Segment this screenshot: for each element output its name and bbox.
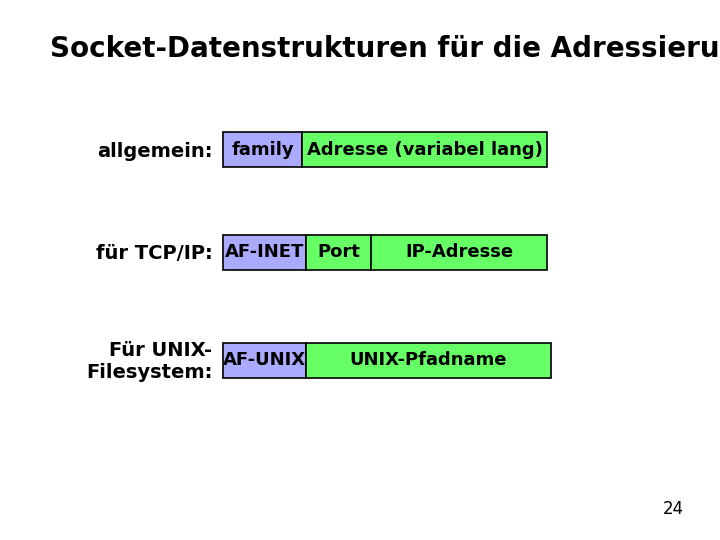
Text: für TCP/IP:: für TCP/IP: xyxy=(96,244,212,264)
Text: AF-INET: AF-INET xyxy=(225,244,305,261)
FancyBboxPatch shape xyxy=(223,343,306,378)
Text: IP-Adresse: IP-Adresse xyxy=(405,244,513,261)
Text: family: family xyxy=(232,141,294,159)
Text: 24: 24 xyxy=(663,501,684,518)
Text: Port: Port xyxy=(317,244,360,261)
Text: Adresse (variabel lang): Adresse (variabel lang) xyxy=(307,141,543,159)
FancyBboxPatch shape xyxy=(223,235,306,270)
Text: UNIX-Pfadname: UNIX-Pfadname xyxy=(350,352,507,369)
FancyBboxPatch shape xyxy=(223,132,302,167)
FancyBboxPatch shape xyxy=(306,343,551,378)
FancyBboxPatch shape xyxy=(306,235,371,270)
Text: AF-UNIX: AF-UNIX xyxy=(223,352,306,369)
Text: allgemein:: allgemein: xyxy=(97,141,212,161)
Text: Für UNIX-
Filesystem:: Für UNIX- Filesystem: xyxy=(86,341,212,382)
FancyBboxPatch shape xyxy=(371,235,547,270)
FancyBboxPatch shape xyxy=(302,132,547,167)
Text: Socket-Datenstrukturen für die Adressierung: Socket-Datenstrukturen für die Adressier… xyxy=(50,35,720,63)
